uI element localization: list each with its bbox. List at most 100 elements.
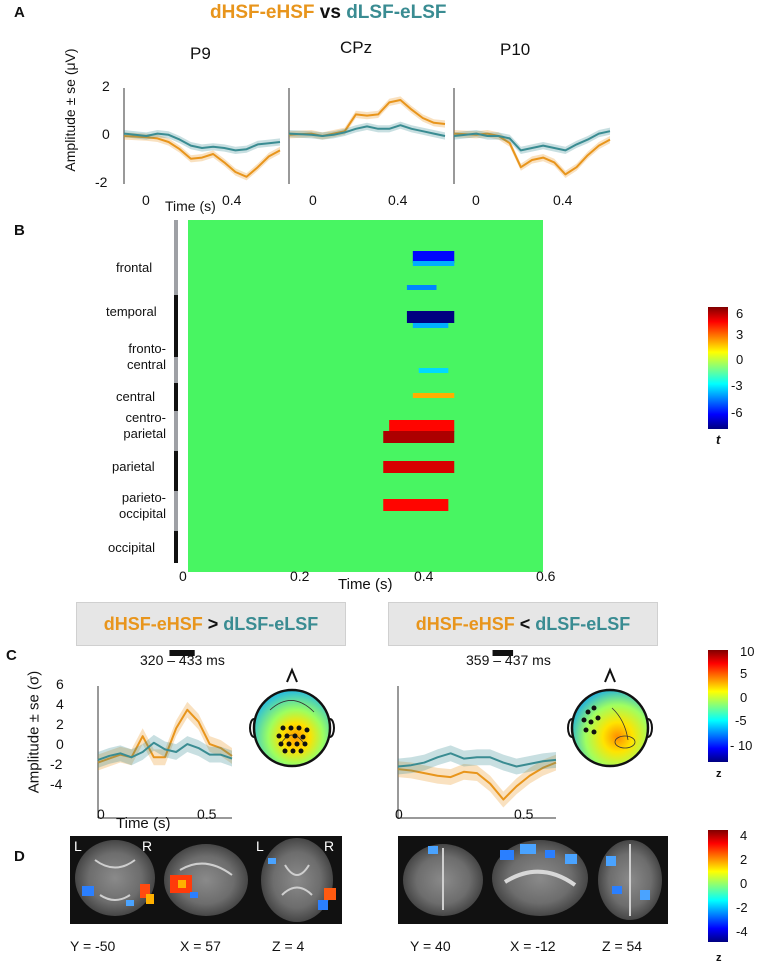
contrast-right-b: dLSF-eLSF [535, 613, 631, 634]
region-label-temporal: temporal [106, 304, 157, 319]
panel-c-ytick-neg2: -2 [50, 756, 63, 772]
panel-b-heatmap-area [174, 220, 728, 572]
brain-slice-left-sagittal [160, 836, 252, 924]
cbar-c-tick-10: 10 [740, 644, 755, 659]
heatmap-background [188, 220, 543, 572]
cbar-d-tick-neg2: -2 [736, 900, 748, 915]
se-band-teal [124, 130, 280, 154]
region-bar-occipital [174, 531, 178, 563]
heatmap-cluster-temporal [406, 311, 455, 323]
region-bar-parieto-occipital [174, 491, 178, 531]
se-band-teal [98, 734, 232, 768]
figure-title: dHSF-eHSF vs dLSF-eLSF [210, 2, 446, 24]
panel-b-xtick-06: 0.6 [536, 568, 556, 584]
cbar-d-tick-0: 0 [740, 876, 748, 891]
cbar-c-tick-0: 0 [740, 690, 748, 705]
electrode-title-p9: P9 [190, 44, 211, 63]
panel-a-p10-xtick-04: 0.4 [553, 192, 573, 208]
region-label-parietal: parietal [112, 459, 155, 474]
region-label-fronto-central: fronto- central [126, 341, 166, 372]
panel-b-xlabel: Time (s) [338, 576, 393, 593]
cbar-d-label: z [716, 952, 722, 964]
brain-slice-left-axial [252, 836, 342, 924]
cbar-d-tick-neg4: -4 [736, 924, 748, 939]
cbar-b-tick-3: 3 [736, 327, 744, 342]
panel-a-p9-xtick-0: 0 [142, 192, 150, 208]
heatmap-cluster-centro-parietal [383, 431, 455, 443]
panel-c-ytick-4: 4 [56, 696, 64, 712]
se-band-orange [98, 701, 232, 771]
region-label-centro-parietal: centro- parietal [123, 410, 166, 441]
cbar-b-tick-0: 0 [736, 352, 744, 367]
panel-a-cpz-xtick-04: 0.4 [388, 192, 408, 208]
panel-a-xlabel: Time (s) [165, 198, 216, 214]
coord-left-y: Y = -50 [70, 938, 116, 954]
panel-a-p10-xtick-0: 0 [472, 192, 480, 208]
panel-b-xtick-04: 0.4 [414, 568, 434, 584]
cbar-c-tick-5: 5 [740, 666, 748, 681]
coord-right-x: X = -12 [510, 938, 556, 954]
panel-a-erp-plots [123, 88, 611, 184]
electrode-title-p10: P10 [500, 40, 531, 59]
series-line-teal [288, 124, 446, 137]
heatmap-cluster-temporal [412, 323, 449, 328]
heatmap-cluster-parietal [383, 461, 455, 473]
panel-c-ytick-6: 6 [56, 676, 64, 692]
panel-c-plots [97, 650, 728, 819]
panel-a-p9-xtick-04: 0.4 [222, 192, 242, 208]
cbar-b-tick-neg3: -3 [731, 378, 743, 393]
panel-c-left-xtick-05: 0.5 [197, 806, 217, 822]
cbar-c-label: z [716, 768, 722, 780]
panel-label-c: C [6, 647, 17, 664]
panel-c-ytick-0: 0 [56, 736, 64, 752]
se-band-orange [124, 132, 280, 181]
region-bar-fronto-central [174, 357, 178, 383]
region-bar-parietal [174, 451, 178, 491]
region-label-occipital: occipital [108, 540, 155, 555]
contrast-right-a: dHSF-eHSF [415, 613, 515, 634]
contrast-right-op: < [514, 613, 536, 634]
panel-c-left-xtick-0: 0 [97, 806, 105, 822]
erp-plot-c-left [97, 650, 233, 819]
heatmap-cluster-frontal [412, 251, 455, 263]
series-line-orange [397, 761, 557, 801]
region-label-parieto-occipital: parieto- occipital [119, 490, 166, 521]
contrast-left-a: dHSF-eHSF [103, 613, 203, 634]
colorbar-b [708, 307, 728, 429]
region-bar-centro-parietal [174, 411, 178, 451]
erp-plot-p10 [453, 88, 611, 184]
panel-label-a: A [14, 4, 25, 21]
heatmap-cluster-fronto-central [418, 368, 449, 373]
panel-a-ytick-2: 2 [102, 78, 110, 94]
series-line-teal [97, 741, 233, 761]
region-bar-temporal [174, 295, 178, 357]
cbar-b-tick-6: 6 [736, 306, 744, 321]
sig-window-right: 359 – 437 ms [466, 652, 551, 668]
cbar-d-tick-4: 4 [740, 828, 748, 843]
cbar-c-tick-neg10: - 10 [730, 738, 753, 753]
contrast-left-b: dLSF-eLSF [223, 613, 319, 634]
panel-label-b: B [14, 222, 25, 239]
panel-c-xlabel: Time (s) [116, 815, 171, 832]
cbar-b-tick-neg6: -6 [731, 405, 743, 420]
significance-bar [169, 650, 195, 656]
region-label-central: central [116, 389, 156, 404]
cbar-b-label: t [716, 432, 721, 447]
erp-plot-cpz [288, 88, 446, 184]
panel-b-xtick-0: 0 [179, 568, 187, 584]
erp-plot-p9 [123, 88, 281, 184]
series-line-orange [97, 708, 233, 764]
panel-c-ytick-2: 2 [56, 716, 64, 732]
panel-c-ytick-neg4: -4 [50, 776, 63, 792]
coord-left-x: X = 57 [180, 938, 221, 954]
coord-left-z: Z = 4 [272, 938, 305, 954]
heatmap-cluster-central [412, 393, 455, 398]
panel-label-d: D [14, 848, 25, 865]
heatmap-cluster-parieto-occipital [383, 499, 449, 511]
contrast-box-right: dHSF-eHSF < dLSF-eLSF [388, 602, 658, 646]
panel-b-xtick-02: 0.2 [290, 568, 310, 584]
panel-a-ytick-neg2: -2 [95, 174, 108, 190]
topography-left [249, 667, 335, 768]
heatmap-clusters [383, 251, 455, 511]
heatmap-cluster-frontal [412, 261, 455, 266]
